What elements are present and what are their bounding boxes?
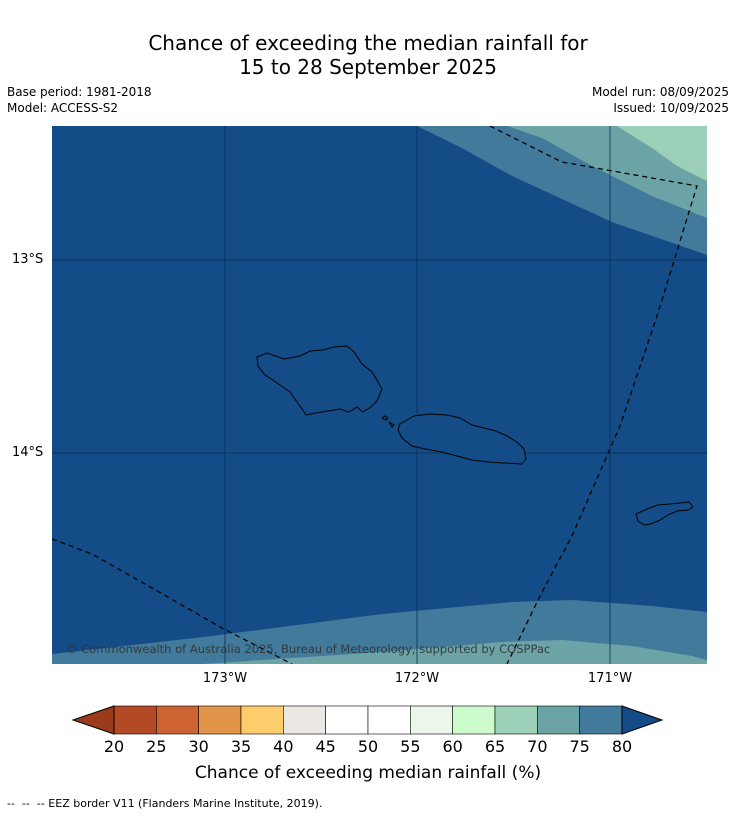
colorbar-cell: [579, 705, 623, 735]
island-savaii: [256, 345, 383, 416]
band-70-75-south: [202, 640, 707, 664]
lat-label-13s: 13°S: [12, 252, 44, 267]
colorbar-cell: [156, 705, 199, 735]
colorbar-label: Chance of exceeding median rainfall (%): [194, 763, 542, 783]
colorbar-tick-label: 60: [442, 737, 463, 756]
lon-label-171w: 171°W: [587, 671, 633, 686]
colorbar-tick-label: 80: [611, 737, 633, 756]
colorbar-tick-label: 20: [103, 737, 125, 756]
colorbar-tick-label: 75: [569, 737, 590, 756]
colorbar-cell: [240, 705, 284, 735]
colorbar: [71, 705, 664, 735]
eez-border-southwest: [52, 538, 293, 664]
eez-border-east: [489, 126, 698, 664]
rainfall-map: © Commonwealth of Australia 2025, Bureau…: [52, 126, 707, 664]
colorbar-cell: [367, 705, 411, 735]
colorbar-tick-label: 55: [400, 737, 421, 756]
colorbar-cell: [198, 705, 242, 735]
colorbar-tick-label: 65: [484, 737, 506, 756]
colorbar-tick-label: 35: [230, 737, 252, 756]
island-upolu: [397, 413, 527, 465]
colorbar-cell: [283, 705, 326, 735]
island-manono: [381, 415, 395, 428]
colorbar-cell: [113, 705, 157, 735]
colorbar-cell: [452, 705, 496, 735]
lon-label-172w: 172°W: [394, 671, 440, 686]
colorbar-cell: [410, 705, 453, 735]
colorbar-tick-label: 25: [146, 737, 167, 756]
colorbar-under-extension: [71, 705, 115, 735]
colorbar-cell: [325, 705, 369, 735]
issued-date: Issued: 10/09/2025: [613, 101, 729, 115]
title-line-2: 15 to 28 September 2025: [239, 55, 497, 79]
model-name: Model: ACCESS-S2: [7, 101, 119, 115]
colorbar-cell: [537, 705, 580, 735]
copyright-text: © Commonwealth of Australia 2025, Bureau…: [66, 642, 550, 656]
colorbar-cells: [113, 705, 623, 735]
colorbar-tick-label: 50: [357, 737, 379, 756]
band-65-70-north: [617, 126, 707, 181]
title-line-1: Chance of exceeding the median rainfall …: [148, 31, 588, 55]
colorbar-tick-label: 40: [273, 737, 294, 756]
eez-footnote: -- -- -- EEZ border V11 (Flanders Marine…: [7, 797, 323, 810]
graticule: [52, 126, 707, 664]
lon-label-173w: 173°W: [202, 671, 248, 686]
colorbar-tick-label: 30: [188, 737, 209, 756]
colorbar-tick-label: 70: [527, 737, 548, 756]
lat-label-14s: 14°S: [12, 445, 44, 460]
colorbar-tick-label: 45: [315, 737, 336, 756]
base-period: Base period: 1981-2018: [7, 85, 152, 99]
island-tutuila: [635, 501, 694, 526]
colorbar-over-extension: [621, 705, 664, 735]
model-run: Model run: 08/09/2025: [591, 85, 729, 99]
colorbar-cell: [494, 705, 538, 735]
